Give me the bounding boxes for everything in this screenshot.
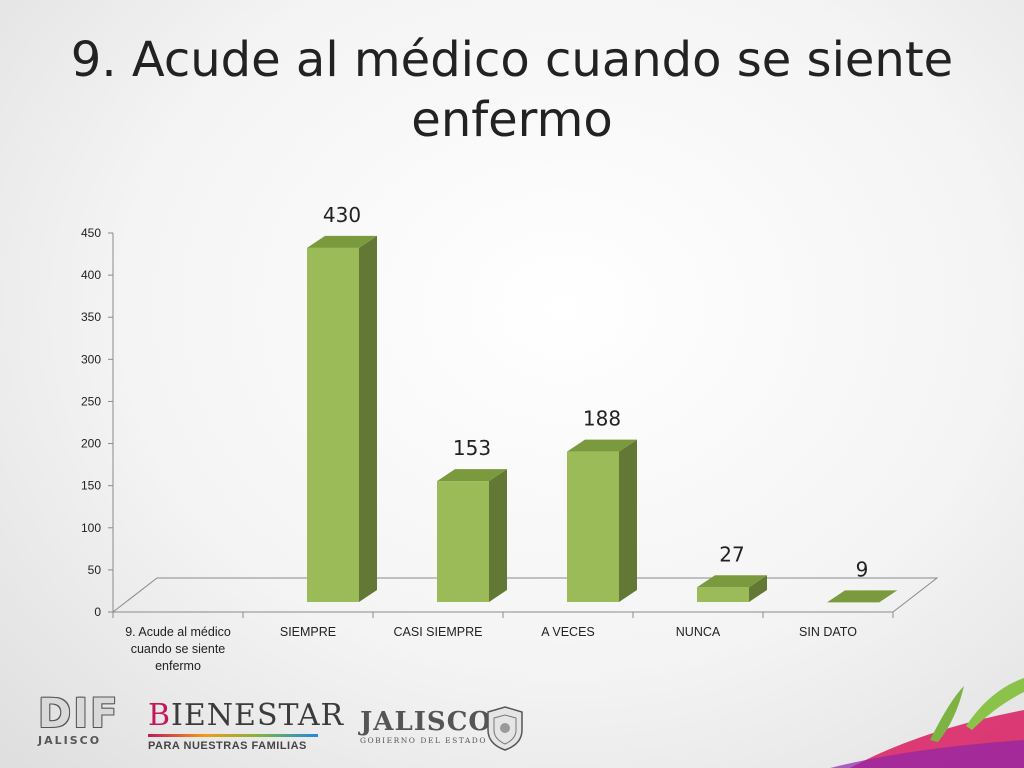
data-label: 9: [856, 557, 869, 581]
y-tick-label: 0: [94, 605, 101, 619]
jalisco-logo-subtext: GOBIERNO DEL ESTADO: [360, 736, 487, 745]
jalisco-government-logo: JALISCO GOBIERNO DEL ESTADO: [360, 708, 530, 756]
decorative-swoosh-icon: [830, 678, 1024, 768]
x-category-label: CASI SIEMPRE: [394, 625, 483, 639]
bar-top: [437, 469, 507, 482]
y-tick-label: 300: [81, 352, 101, 366]
bienestar-logo-text: BIENESTAR: [148, 698, 343, 733]
bar-side: [749, 575, 767, 602]
y-tick-label: 350: [81, 310, 101, 324]
data-label: 27: [719, 542, 744, 566]
bar-side: [619, 439, 637, 602]
bar-top: [567, 439, 637, 452]
y-tick-label: 100: [81, 521, 101, 535]
bar: [307, 247, 359, 602]
bar-side: [359, 235, 377, 602]
bar: [697, 587, 749, 602]
bienestar-logo-rule: [148, 734, 318, 737]
bienestar-logo-initial: B: [148, 698, 172, 733]
x-category-label: NUNCA: [676, 625, 721, 639]
x-category-label: SIN DATO: [799, 625, 857, 639]
jalisco-seal-icon: [487, 706, 523, 751]
slide-title: 9. Acude al médico cuando se siente enfe…: [70, 32, 954, 148]
x-category-label: SIEMPRE: [280, 625, 336, 639]
bar-top: [697, 575, 767, 588]
chart-floor: [111, 577, 939, 613]
bar-top: [827, 590, 897, 603]
data-label: 153: [453, 436, 491, 460]
bienestar-logo-rest: IENESTAR: [171, 698, 345, 733]
bar-side: [489, 469, 507, 602]
dif-logo-subtext: JALISCO: [38, 734, 102, 747]
bar: [437, 481, 489, 602]
data-label: 188: [583, 407, 621, 431]
bar: [567, 451, 619, 602]
y-tick-label: 400: [81, 268, 101, 282]
jalisco-logo-text: JALISCO: [360, 707, 493, 737]
dif-logo-text: DIF: [38, 691, 120, 737]
y-tick-label: 150: [81, 479, 101, 493]
y-tick-label: 250: [81, 394, 101, 408]
bienestar-logo-subtext: PARA NUESTRAS FAMILIAS: [148, 740, 307, 752]
bar-top: [307, 235, 377, 248]
y-tick-label: 450: [81, 226, 101, 240]
dif-jalisco-logo: DIF JALISCO: [38, 691, 120, 750]
x-category-label: A VECES: [541, 625, 595, 639]
x-category-label: 9. Acude al médico cuando se siente enferm…: [125, 625, 231, 673]
bienestar-logo: BIENESTAR PARA NUESTRAS FAMILIAS: [148, 698, 343, 752]
y-tick-label: 50: [88, 563, 102, 577]
data-label: 430: [323, 203, 361, 227]
y-tick-label: 200: [81, 437, 101, 451]
